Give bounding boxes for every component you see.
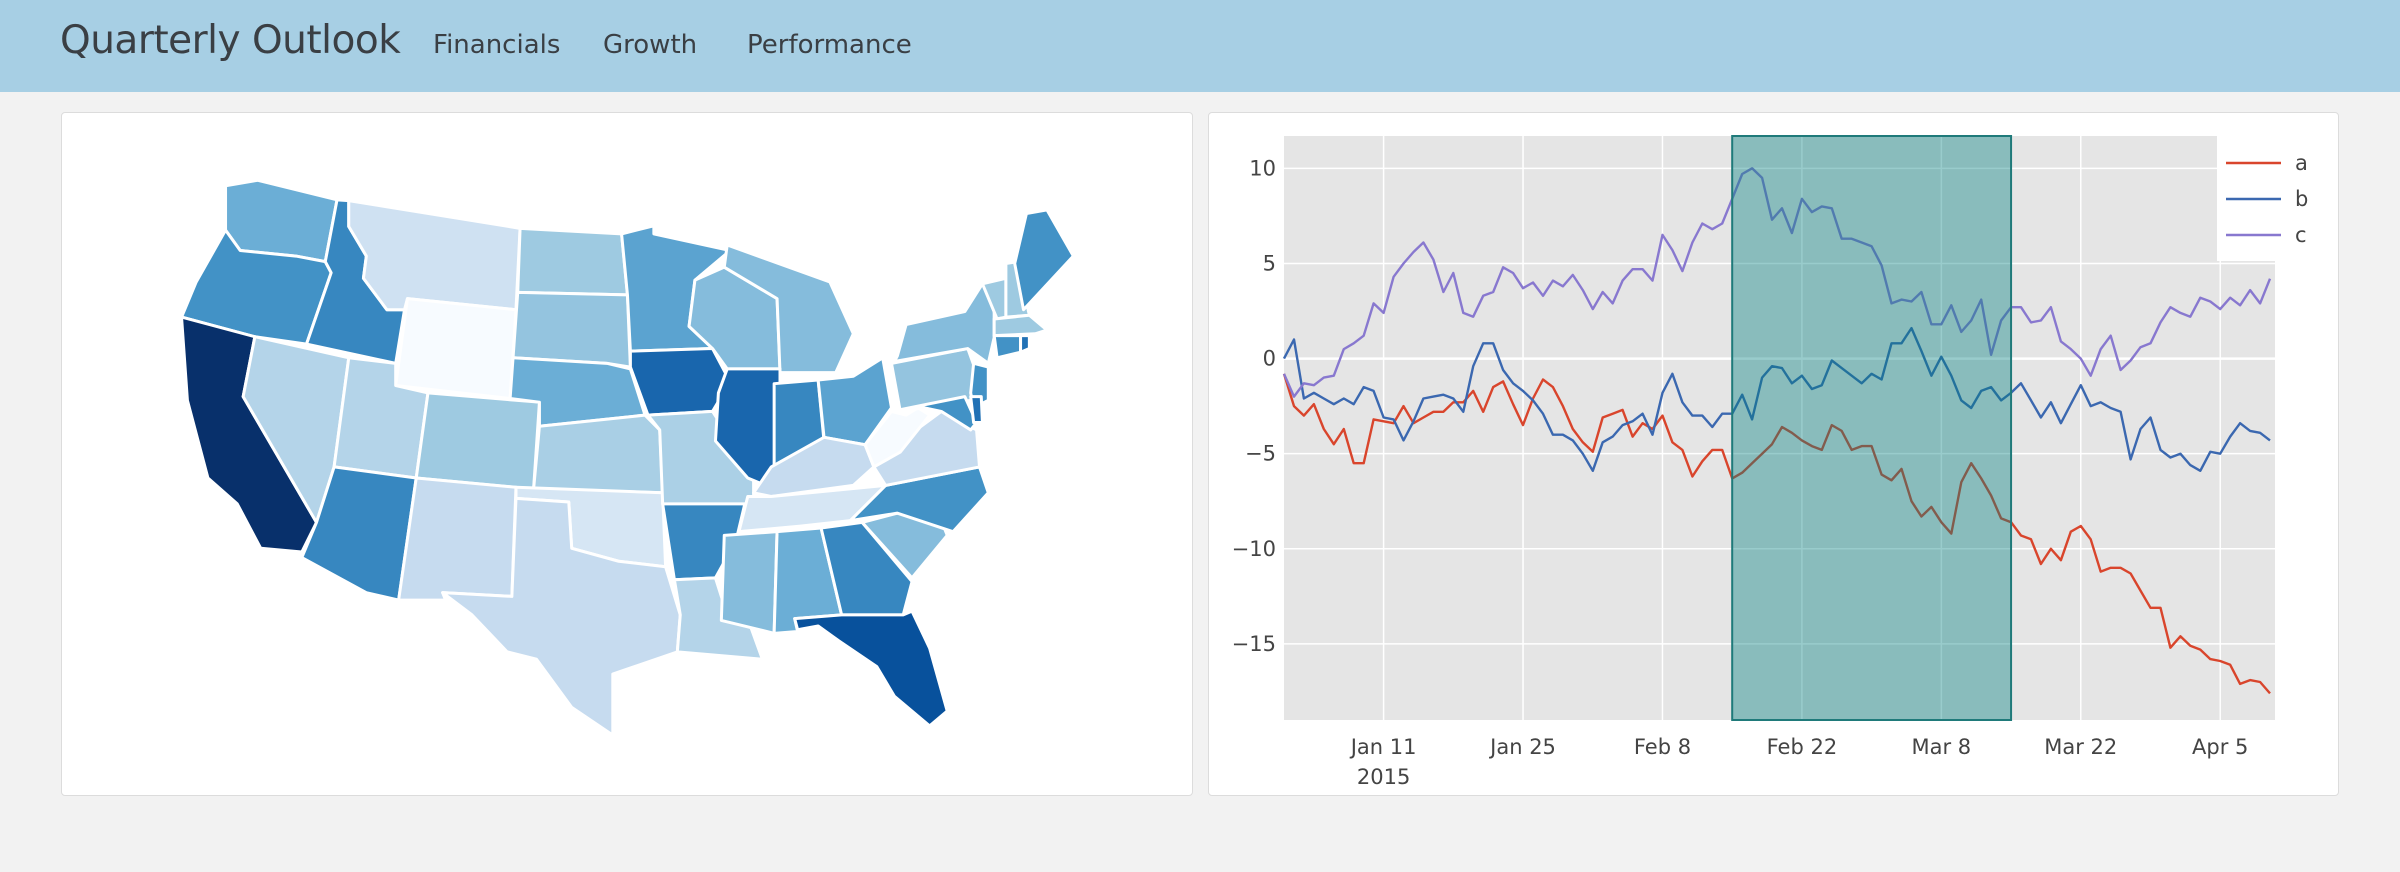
state-mt[interactable]	[349, 201, 520, 310]
y-tick-label: 0	[1263, 347, 1276, 371]
map-panel	[61, 112, 1193, 796]
state-me[interactable]	[1015, 210, 1074, 310]
x-tick-label: Feb 8	[1634, 735, 1691, 759]
series-line-c[interactable]	[1282, 167, 2272, 398]
selection-rectangle[interactable]	[1731, 135, 2013, 721]
nav-link-financials[interactable]: Financials	[433, 30, 561, 60]
y-tick-label: 10	[1249, 156, 1276, 180]
series-line-b[interactable]	[1282, 326, 2271, 472]
x-tick-label: Jan 25	[1488, 735, 1556, 759]
state-sd[interactable]	[513, 292, 630, 367]
chart-panel: 10 5 0 −5 −10 −15 Jan 11 2015 Jan 25 Feb 8 Feb 22 M…	[1208, 112, 2339, 796]
legend-item-b[interactable]: b	[2226, 187, 2308, 211]
line-chart[interactable]: 10 5 0 −5 −10 −15 Jan 11 2015 Jan 25 Feb 8 Feb 22 M…	[1209, 113, 2340, 797]
brand-title[interactable]: Quarterly Outlook	[60, 18, 401, 63]
legend-item-a[interactable]: a	[2226, 151, 2308, 175]
state-ia[interactable]	[630, 349, 730, 416]
state-nd[interactable]	[518, 228, 628, 295]
state-ri[interactable]	[1021, 336, 1030, 353]
state-ks[interactable]	[534, 415, 663, 493]
legend: abc	[2217, 136, 2325, 261]
x-tick-label: Feb 22	[1767, 735, 1838, 759]
x-tick-label: Mar 8	[1912, 735, 1972, 759]
x-tick-label: Jan 11	[1349, 735, 1417, 759]
legend-item-c[interactable]: c	[2226, 223, 2307, 247]
legend-label: a	[2295, 151, 2308, 175]
y-tick-label: 5	[1263, 251, 1276, 275]
nav-link-performance[interactable]: Performance	[747, 30, 912, 60]
plot-area	[1284, 136, 2275, 720]
state-co[interactable]	[416, 393, 539, 489]
y-tick-label: −5	[1245, 442, 1276, 466]
series-line-a[interactable]	[1282, 373, 2271, 695]
x-tick-year-label: 2015	[1357, 765, 1410, 789]
state-ms[interactable]	[721, 532, 777, 634]
state-ga[interactable]	[821, 522, 912, 614]
state-nm[interactable]	[399, 478, 516, 600]
y-tick-label: −10	[1232, 537, 1276, 561]
state-ny[interactable]	[894, 284, 994, 364]
us-choropleth-map[interactable]	[161, 171, 1081, 751]
state-ma[interactable]	[994, 315, 1047, 335]
legend-label: c	[2295, 223, 2307, 247]
state-md[interactable]	[891, 397, 976, 430]
state-wy[interactable]	[396, 299, 516, 399]
y-tick-label: −15	[1232, 632, 1276, 656]
legend-label: b	[2295, 187, 2308, 211]
x-tick-label: Apr 5	[2192, 735, 2248, 759]
navbar: Quarterly Outlook Financials Growth Perf…	[0, 0, 2400, 92]
x-tick-label: Mar 22	[2044, 735, 2117, 759]
state-de[interactable]	[971, 397, 983, 423]
state-tx[interactable]	[443, 498, 681, 735]
state-ct[interactable]	[994, 336, 1020, 358]
state-la[interactable]	[674, 578, 762, 659]
state-fl[interactable]	[795, 611, 948, 726]
nav-link-growth[interactable]: Growth	[603, 30, 698, 60]
state-mi[interactable]	[724, 245, 853, 373]
